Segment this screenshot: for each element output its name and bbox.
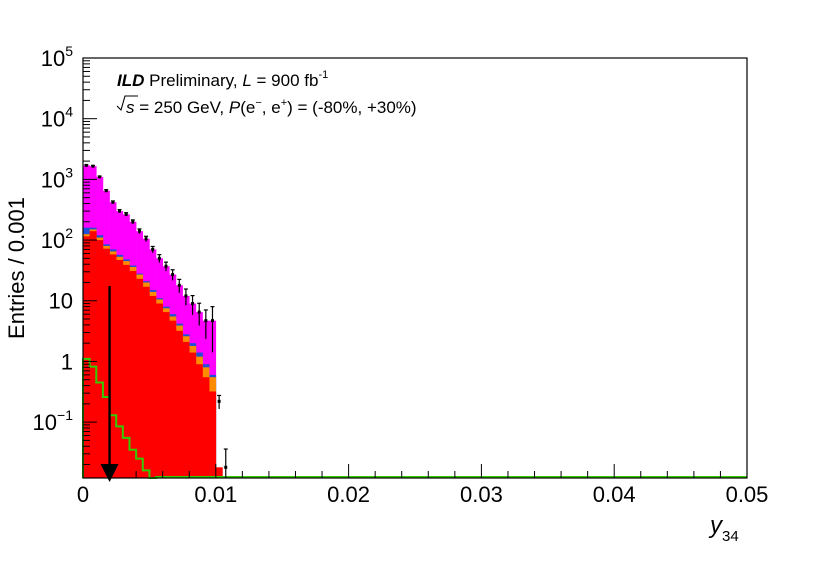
signal-red-bar (142, 286, 150, 478)
data-point (124, 212, 128, 216)
pol-symbol: P (229, 98, 241, 117)
data-point (177, 283, 181, 287)
sqrt-symbol-icon (116, 95, 138, 112)
annotation-line-1: ILD Preliminary, L = 900 fb-1 (117, 69, 328, 90)
y-tick-label: 104 (41, 104, 73, 132)
signal-red-bar (89, 231, 97, 478)
x-axis-title-main: y (708, 512, 724, 539)
data-point (98, 175, 102, 179)
green-outline-step (82, 357, 747, 479)
signal-red-bar (215, 467, 223, 478)
status-label: Preliminary, (144, 71, 242, 90)
signal-red-bar (209, 391, 217, 478)
x-tick-label: 0.01 (194, 482, 237, 507)
pol-args-open: (e (240, 98, 255, 117)
y-tick-label: 10−1 (33, 407, 74, 435)
x-axis-title-subscript: 34 (722, 528, 739, 545)
signal-red-bar (109, 254, 117, 478)
signal-red-bar (96, 240, 104, 478)
signal-red-bar (182, 341, 190, 478)
y-tick-label: 103 (41, 164, 73, 192)
signal-red-bar (169, 320, 177, 478)
data-point (104, 189, 108, 193)
pol-positron-sign: + (281, 97, 287, 109)
signal-red-bar (102, 248, 110, 478)
data-point (191, 302, 195, 306)
signal-red-bar (122, 264, 130, 478)
data-point (217, 399, 221, 403)
data-point (84, 163, 88, 167)
lumi-exponent: -1 (318, 69, 328, 81)
sqrt-s-symbol: s (126, 98, 135, 117)
signal-red-bar (136, 278, 144, 478)
annotation-line-2-text: s = 250 GeV, P(e−, e+) = (-80%, +30%) (126, 97, 417, 117)
error-bars (84, 163, 228, 478)
histogram-bars (83, 165, 223, 479)
data-point (184, 294, 188, 298)
data-point (91, 164, 95, 168)
green-outline-histogram (82, 357, 747, 479)
data-point (111, 200, 115, 204)
data-point (157, 256, 161, 260)
y-tick-label: 10 (49, 289, 73, 314)
signal-red-bar (83, 236, 90, 478)
data-point (210, 319, 214, 323)
energy-label: = 250 GeV, (135, 98, 229, 117)
x-tick-label: 0.05 (726, 482, 769, 507)
data-point (197, 310, 201, 314)
signal-red-bar (156, 303, 163, 478)
y-axis-title: Entries / 0.001 (4, 197, 29, 339)
signal-red-bar (189, 352, 197, 478)
signal-red-bar (129, 270, 137, 478)
signal-red-bar (162, 312, 170, 478)
plot-frame (82, 57, 748, 479)
x-tick-label: 0.03 (460, 482, 503, 507)
annotation-line-2: s = 250 GeV, P(e−, e+) = (-80%, +30%) (116, 95, 417, 117)
experiment-label: ILD (117, 71, 144, 90)
data-point (137, 229, 141, 233)
data-point (151, 247, 155, 251)
data-point (171, 273, 175, 277)
pol-values: ) = (-80%, +30%) (287, 98, 416, 117)
x-tick-label: 0.02 (327, 482, 370, 507)
data-point (131, 220, 135, 224)
data-point (144, 237, 148, 241)
signal-red-bar (175, 330, 183, 478)
y-axis-ticks: 10−1 1 10 102 103 104 105 (33, 43, 97, 466)
data-point (164, 264, 168, 268)
signal-red-bar (149, 295, 157, 478)
signal-red-bar (202, 377, 210, 478)
data-point (118, 209, 122, 213)
lumi-symbol: L (242, 71, 251, 90)
y-tick-label: 105 (41, 43, 73, 71)
signal-red-bar (195, 364, 203, 478)
x-axis-title: y34 (708, 512, 739, 545)
lumi-value: = 900 fb (252, 71, 319, 90)
y-tick-label: 102 (41, 225, 73, 253)
signal-red-bar (116, 259, 124, 478)
pol-electron-sign: − (255, 97, 261, 109)
y-tick-label: 1 (61, 349, 73, 374)
x-axis-ticks: 0 0.01 0.02 0.03 0.04 0.05 (77, 464, 769, 507)
pol-comma: , e (262, 98, 281, 117)
x-tick-label: 0.04 (593, 482, 636, 507)
data-point (204, 319, 208, 323)
data-point (224, 465, 228, 469)
x-tick-label: 0 (77, 482, 89, 507)
